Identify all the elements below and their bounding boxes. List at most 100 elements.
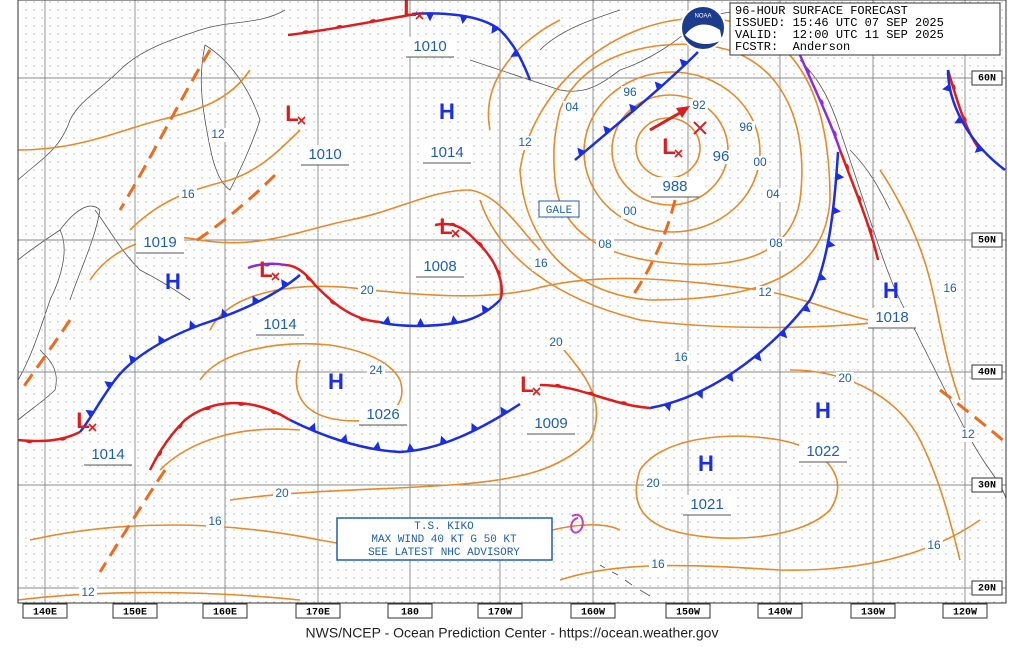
isobar-label: 96 — [739, 120, 753, 134]
lon-label-box — [112, 603, 158, 619]
longitude-label: 170W — [488, 608, 512, 619]
isobar-label: 20 — [646, 476, 660, 490]
front-semicircle — [819, 98, 824, 107]
front-semicircle — [157, 449, 163, 457]
lon-label-box — [295, 603, 341, 619]
front-triangle — [801, 304, 811, 313]
front-semicircle — [844, 163, 849, 171]
isobar-label-bg — [941, 282, 959, 296]
front-semicircle — [25, 440, 34, 444]
central-pressure: 988 — [662, 178, 687, 195]
front-semicircle — [477, 241, 483, 248]
front-triangle — [308, 422, 316, 432]
isobar-label: 96 — [713, 148, 730, 165]
longitude-label: 140E — [33, 608, 57, 619]
longitude-label: 120W — [953, 608, 977, 619]
isobar-label: 16 — [208, 514, 222, 528]
central-pressure: 1014 — [91, 446, 124, 463]
front-triangle — [510, 49, 520, 57]
isobar-label-bg — [206, 515, 224, 529]
lon-label-box — [665, 603, 711, 619]
front-triangle — [382, 315, 391, 325]
front-triangle — [158, 335, 166, 345]
header-line: ISSUED: 15:46 UTC 07 SEP 2025 — [735, 16, 944, 30]
front-semicircle — [329, 299, 337, 305]
front-semicircle — [962, 115, 967, 124]
low-x — [88, 423, 97, 432]
isobar-label-bg — [179, 188, 197, 202]
front-semicircle — [619, 401, 628, 405]
front-triangle — [439, 435, 448, 445]
low-symbol: L — [285, 101, 298, 126]
lon-label-box — [477, 603, 523, 619]
low-x — [674, 149, 683, 158]
isobar-label-bg — [532, 257, 550, 271]
fronts — [18, 12, 1006, 471]
isobar-label: 16 — [181, 187, 195, 201]
isobar-label: 04 — [766, 187, 780, 201]
central-pressure: 1021 — [690, 496, 723, 513]
isobar-label-bg — [764, 188, 782, 202]
header-line: VALID: 12:00 UTC 11 SEP 2025 — [735, 28, 944, 42]
isobar-label-bg — [596, 238, 614, 252]
front-triangle — [942, 83, 951, 92]
high-symbol: H — [815, 398, 831, 423]
isobar-label-bg — [273, 487, 291, 501]
isobar-label-bg — [690, 99, 708, 113]
central-pressure: 1019 — [143, 234, 176, 251]
isobar-label: 12 — [758, 285, 772, 299]
front-triangle — [416, 317, 425, 326]
low-symbol: L — [662, 134, 675, 159]
pressure-box — [527, 414, 575, 434]
isobar-label-bg — [621, 86, 639, 100]
isobar-label-bg — [367, 364, 385, 378]
isobar-label: 12 — [211, 127, 225, 141]
isobar-label: 92 — [692, 98, 706, 112]
lat-label-box — [971, 232, 1003, 248]
front-triangle — [663, 402, 672, 412]
longitude-label: 140W — [768, 608, 792, 619]
front-triangle — [725, 373, 734, 382]
isobar-label: 16 — [651, 557, 665, 571]
front-semicircle — [204, 406, 212, 411]
isobar-label: 12 — [518, 135, 532, 149]
troughs — [18, 49, 1006, 573]
warm-front — [18, 430, 81, 443]
pressure-box — [423, 143, 471, 163]
lon-label-box — [942, 603, 988, 619]
high-symbol: H — [698, 451, 714, 476]
front-semicircle — [305, 275, 312, 282]
cold-front — [289, 402, 521, 454]
low-symbol: L — [439, 214, 452, 239]
central-pressure: 1010 — [308, 146, 341, 163]
latitude-label: 30N — [978, 481, 996, 492]
low-x — [532, 387, 541, 396]
isobar-label-bg — [563, 101, 581, 115]
front-triangle — [128, 354, 138, 364]
longitude-label: 180 — [401, 608, 419, 619]
advisory-line: SEE LATEST NHC ADVISORY — [368, 547, 520, 559]
isobar-label: 24 — [369, 363, 383, 377]
graticule — [18, 0, 1006, 603]
lat-label-box — [971, 364, 1003, 380]
low-x — [693, 121, 707, 135]
front-triangle — [221, 308, 229, 318]
isobar-label-bg — [925, 539, 943, 553]
isobar-label: 00 — [753, 155, 767, 169]
front-semicircle — [857, 194, 862, 203]
isobar-label: 16 — [927, 538, 941, 552]
front-semicircle — [951, 83, 956, 92]
front-triangle — [425, 13, 434, 22]
pressure-box — [84, 445, 132, 465]
occl-front — [247, 262, 286, 270]
isobar-label-bg — [358, 284, 376, 298]
lon-label-box — [570, 603, 616, 619]
low-x — [415, 11, 424, 20]
front-triangle — [85, 409, 95, 418]
front-triangle — [832, 206, 841, 215]
front-semicircle — [176, 422, 183, 429]
central-pressure: 1018 — [875, 309, 908, 326]
front-semicircle — [358, 317, 367, 322]
front-triangle — [974, 144, 984, 153]
front-semicircle — [868, 226, 873, 235]
